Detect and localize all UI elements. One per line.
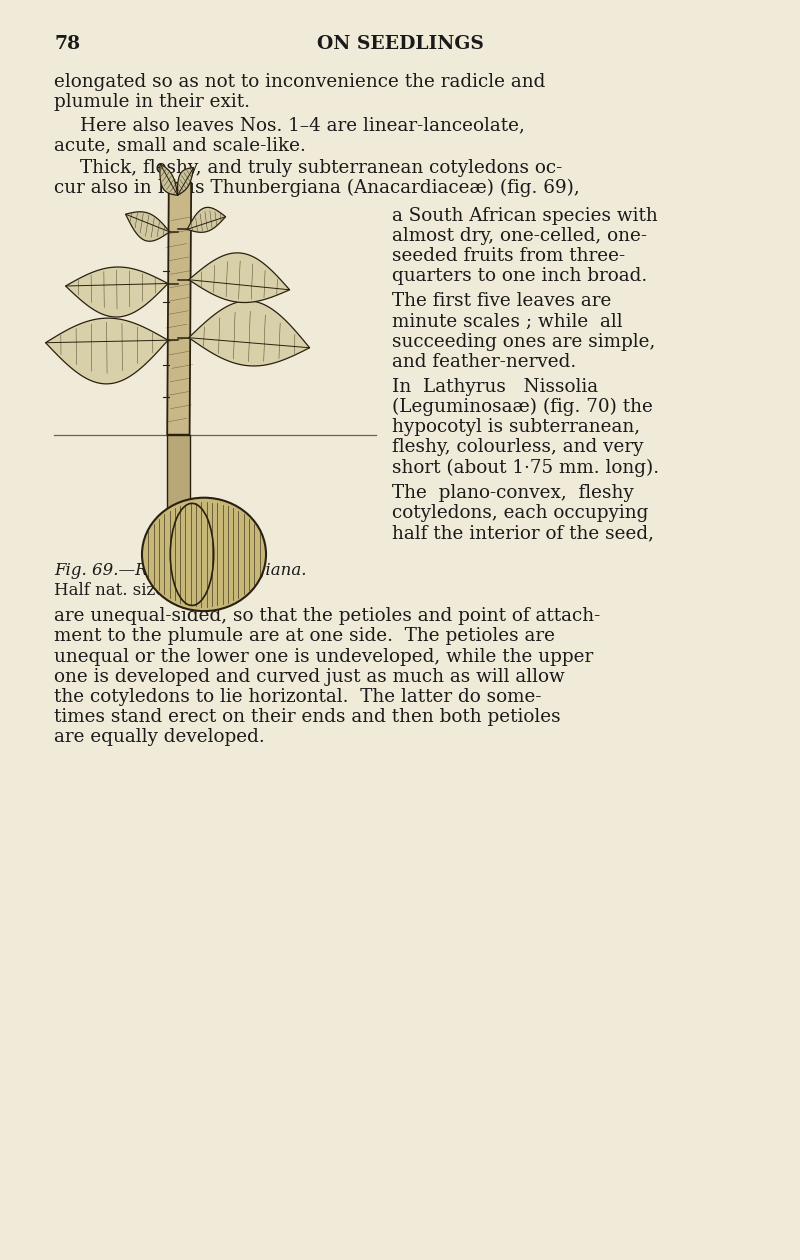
Text: almost dry, one-celled, one-: almost dry, one-celled, one- (392, 227, 647, 244)
Text: cur also in Rhus Thunbergiana (Anacardiaceæ) (fig. 69),: cur also in Rhus Thunbergiana (Anacardia… (54, 179, 580, 197)
Text: cotyledons, each occupying: cotyledons, each occupying (392, 504, 648, 522)
Ellipse shape (142, 498, 266, 611)
Text: seeded fruits from three-: seeded fruits from three- (392, 247, 625, 265)
Polygon shape (189, 301, 310, 365)
Text: plumule in their exit.: plumule in their exit. (54, 93, 250, 111)
Polygon shape (160, 164, 178, 195)
Text: ON SEEDLINGS: ON SEEDLINGS (317, 35, 483, 53)
Text: elongated so as not to inconvenience the radicle and: elongated so as not to inconvenience the… (54, 73, 546, 91)
Polygon shape (187, 208, 226, 232)
Text: fleshy, colourless, and very: fleshy, colourless, and very (392, 438, 643, 456)
Text: one is developed and curved just as much as will allow: one is developed and curved just as much… (54, 668, 565, 685)
Polygon shape (66, 267, 168, 318)
Text: Thick, fleshy, and truly subterranean cotyledons oc-: Thick, fleshy, and truly subterranean co… (80, 159, 562, 176)
Text: The  plano-convex,  fleshy: The plano-convex, fleshy (392, 484, 634, 501)
Polygon shape (189, 253, 290, 302)
Text: minute scales ; while  all: minute scales ; while all (392, 312, 622, 330)
Text: (Leguminosaæ) (fig. 70) the: (Leguminosaæ) (fig. 70) the (392, 398, 653, 416)
Text: Here also leaves Nos. 1–4 are linear-lanceolate,: Here also leaves Nos. 1–4 are linear-lan… (80, 116, 525, 134)
Text: Fig. 69.—Rhus Thunbergiana.: Fig. 69.—Rhus Thunbergiana. (54, 562, 307, 578)
Polygon shape (178, 168, 194, 195)
Polygon shape (46, 318, 168, 384)
Text: The first five leaves are: The first five leaves are (392, 292, 611, 310)
Text: a South African species with: a South African species with (392, 207, 658, 224)
Text: quarters to one inch broad.: quarters to one inch broad. (392, 267, 647, 285)
Text: and feather-nerved.: and feather-nerved. (392, 353, 576, 370)
Text: In  Lathyrus   Nissolia: In Lathyrus Nissolia (392, 378, 598, 396)
Text: the cotyledons to lie horizontal.  The latter do some-: the cotyledons to lie horizontal. The la… (54, 688, 542, 706)
Polygon shape (167, 435, 190, 529)
Text: 78: 78 (54, 35, 81, 53)
Text: times stand erect on their ends and then both petioles: times stand erect on their ends and then… (54, 708, 561, 726)
Text: succeeding ones are simple,: succeeding ones are simple, (392, 333, 655, 350)
Text: Half nat. size.: Half nat. size. (54, 582, 170, 598)
Text: ment to the plumule are at one side.  The petioles are: ment to the plumule are at one side. The… (54, 627, 555, 645)
Polygon shape (126, 212, 170, 241)
Polygon shape (167, 183, 191, 435)
Text: hypocotyl is subterranean,: hypocotyl is subterranean, (392, 418, 640, 436)
Text: are equally developed.: are equally developed. (54, 728, 265, 746)
Text: short (about 1·75 mm. long).: short (about 1·75 mm. long). (392, 459, 659, 476)
Text: half the interior of the seed,: half the interior of the seed, (392, 524, 654, 542)
Text: acute, small and scale-like.: acute, small and scale-like. (54, 136, 306, 154)
Text: unequal or the lower one is undeveloped, while the upper: unequal or the lower one is undeveloped,… (54, 648, 594, 665)
Text: are unequal-sided, so that the petioles and point of attach-: are unequal-sided, so that the petioles … (54, 607, 601, 625)
